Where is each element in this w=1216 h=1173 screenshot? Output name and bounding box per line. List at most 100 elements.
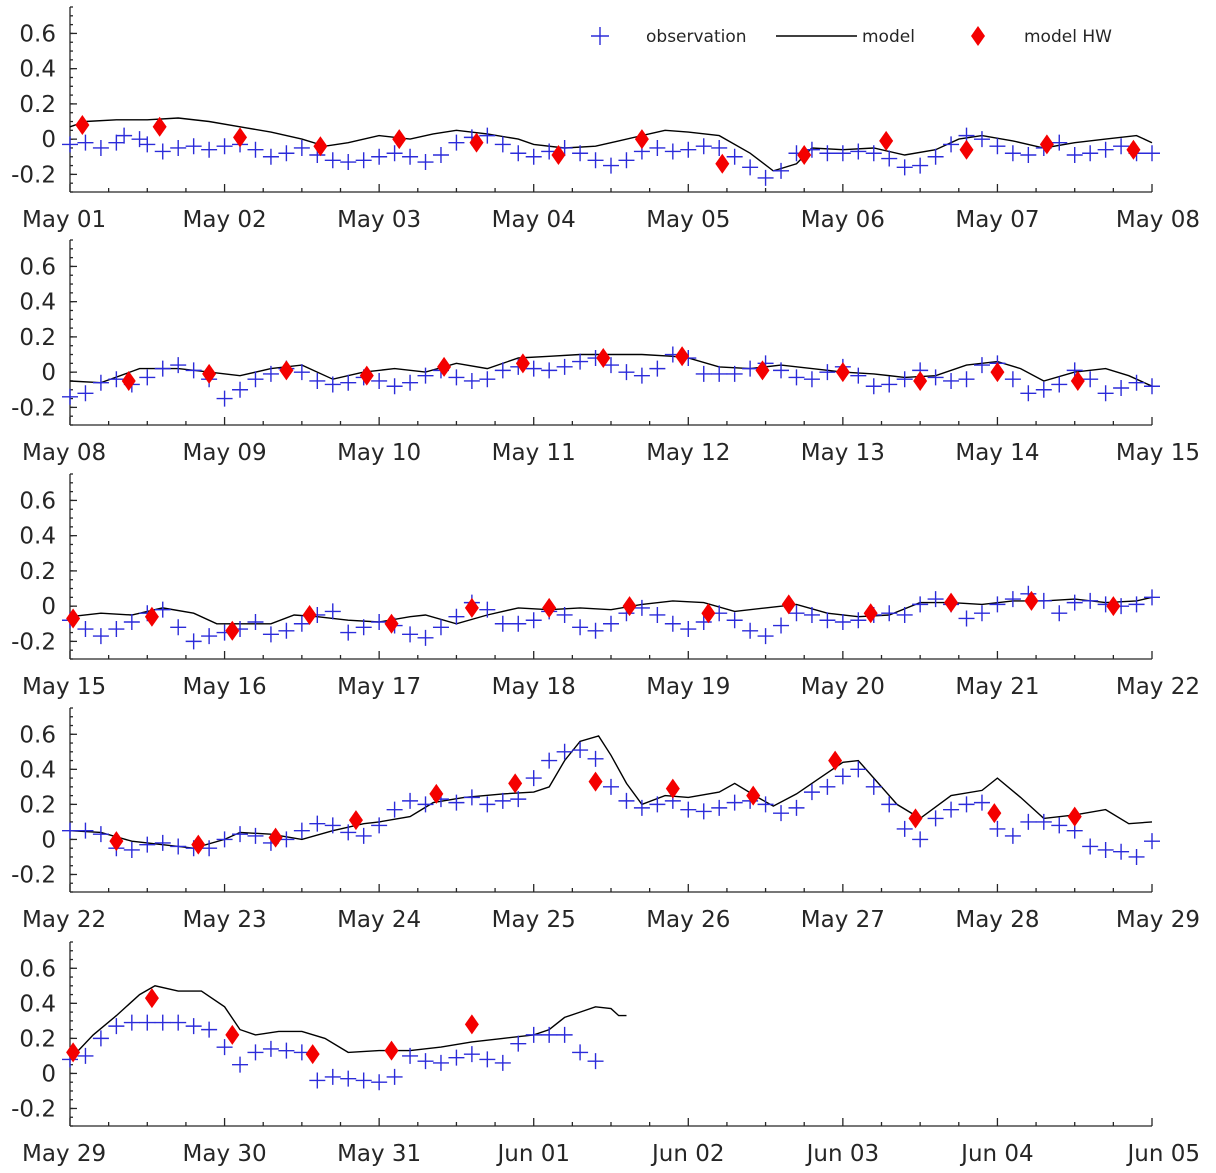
model-hw-marker <box>429 783 444 804</box>
observation-marker <box>695 365 712 382</box>
y-tick-label: -0.2 <box>11 862 56 888</box>
observation-marker <box>494 615 511 632</box>
y-tick-label: 0 <box>41 1061 56 1087</box>
observation-marker <box>340 154 357 171</box>
model-hw-marker <box>348 810 363 831</box>
y-tick-label: -0.2 <box>11 395 56 421</box>
model-hw-marker <box>202 363 217 384</box>
observation-marker <box>649 139 666 156</box>
legend: observation model model HW <box>591 26 1112 47</box>
x-tick-label: Jun 02 <box>650 1141 725 1167</box>
x-tick-label: May 10 <box>337 440 421 466</box>
x-tick-label: May 29 <box>22 1141 106 1167</box>
x-tick-label: May 08 <box>22 440 106 466</box>
observation-marker <box>633 799 650 816</box>
observation-marker <box>479 127 496 144</box>
observation-marker <box>1051 817 1068 834</box>
observation-marker <box>834 768 851 785</box>
observation-marker <box>448 608 465 625</box>
observation-marker <box>216 138 233 155</box>
observation-marker <box>572 353 589 370</box>
observation-marker <box>62 388 78 405</box>
observation-marker <box>958 796 975 813</box>
x-tick-label: May 05 <box>646 207 730 233</box>
panel-4: 0.6 0.4 0.2 0 -0.2 May 22 May 23 May 24 May 25 Ma… <box>11 707 1200 933</box>
observation-marker <box>92 826 109 843</box>
model-hw-marker <box>634 129 649 150</box>
observation-marker <box>371 614 388 630</box>
observation-marker <box>185 362 202 379</box>
observation-marker <box>742 159 759 176</box>
observation-marker <box>881 376 898 393</box>
observation-marker <box>262 1040 279 1057</box>
model-hw-marker <box>392 129 407 150</box>
observation-marker <box>587 1053 604 1070</box>
model-hw-marker <box>542 597 557 618</box>
observation-marker <box>1128 848 1145 865</box>
model-hw-marker <box>469 132 484 153</box>
observation-marker <box>695 803 712 820</box>
observation-marker <box>479 796 496 813</box>
observation-marker <box>1113 380 1130 396</box>
model-hw-marker <box>225 1024 240 1045</box>
x-tick-label: May 22 <box>22 907 106 933</box>
observation-marker <box>309 372 326 389</box>
observation-marker <box>77 385 94 402</box>
observation-marker <box>201 840 218 857</box>
observation-marker <box>711 365 728 382</box>
observation-marker <box>355 152 372 169</box>
observation-marker <box>432 619 449 636</box>
observation-marker <box>1020 385 1037 402</box>
observation-marker <box>649 360 666 377</box>
observation-marker <box>912 157 929 174</box>
observation-marker <box>201 1021 218 1038</box>
observation-marker <box>1082 838 1099 855</box>
x-tick-label: Jun 05 <box>1125 1141 1200 1167</box>
observation-marker <box>170 1014 187 1031</box>
model-hw-marker <box>268 827 283 848</box>
observation-marker <box>896 159 913 176</box>
observation-marker <box>293 364 310 381</box>
legend-model-label: model <box>862 27 915 47</box>
y-tick-label: 0.6 <box>19 722 56 748</box>
observation-marker <box>572 145 589 162</box>
x-tick-label: May 17 <box>337 674 421 700</box>
x-tick-label: May 20 <box>801 674 885 700</box>
observation-marker <box>773 362 790 379</box>
observation-marker <box>216 1039 233 1056</box>
x-tick-label: May 03 <box>337 207 421 233</box>
x-tick-label: May 31 <box>337 1141 421 1167</box>
model-hw-marker <box>464 597 479 618</box>
x-tick-label: May 26 <box>646 907 730 933</box>
observation-marker <box>77 1047 94 1064</box>
model-hw-marker <box>1067 806 1082 827</box>
observation-marker <box>108 1018 125 1035</box>
legend-observation-label: observation <box>646 27 747 47</box>
model-hw-marker <box>279 360 294 381</box>
observation-marker <box>170 838 187 855</box>
observation-marker <box>232 826 249 843</box>
x-tick-label: May 09 <box>183 440 267 466</box>
observation-marker <box>386 378 403 395</box>
model-hw-marker <box>913 370 928 391</box>
observation-marker <box>170 139 187 156</box>
observation-marker <box>541 752 558 769</box>
observation-marker <box>989 138 1006 155</box>
observation-marker <box>1051 376 1068 393</box>
observation-marker <box>324 817 341 834</box>
model-hw-marker <box>313 136 328 157</box>
observation-marker <box>324 603 341 620</box>
observation-marker <box>1097 841 1114 858</box>
observation-marker <box>1020 147 1037 163</box>
observation-marker <box>1128 596 1145 613</box>
panel-3: 0.6 0.4 0.2 0 -0.2 May 15 May 16 May 17 May 18 Ma… <box>11 473 1200 700</box>
x-tick-label: Jun 01 <box>495 1141 570 1167</box>
model-hw-marker <box>746 785 761 806</box>
model-hw-marker <box>1039 134 1054 155</box>
observation-marker <box>293 822 310 839</box>
model-hw-marker <box>225 620 240 641</box>
observation-marker <box>340 624 357 641</box>
observation-marker <box>371 1074 388 1091</box>
observation-marker <box>355 827 372 844</box>
observation-marker <box>788 799 805 816</box>
